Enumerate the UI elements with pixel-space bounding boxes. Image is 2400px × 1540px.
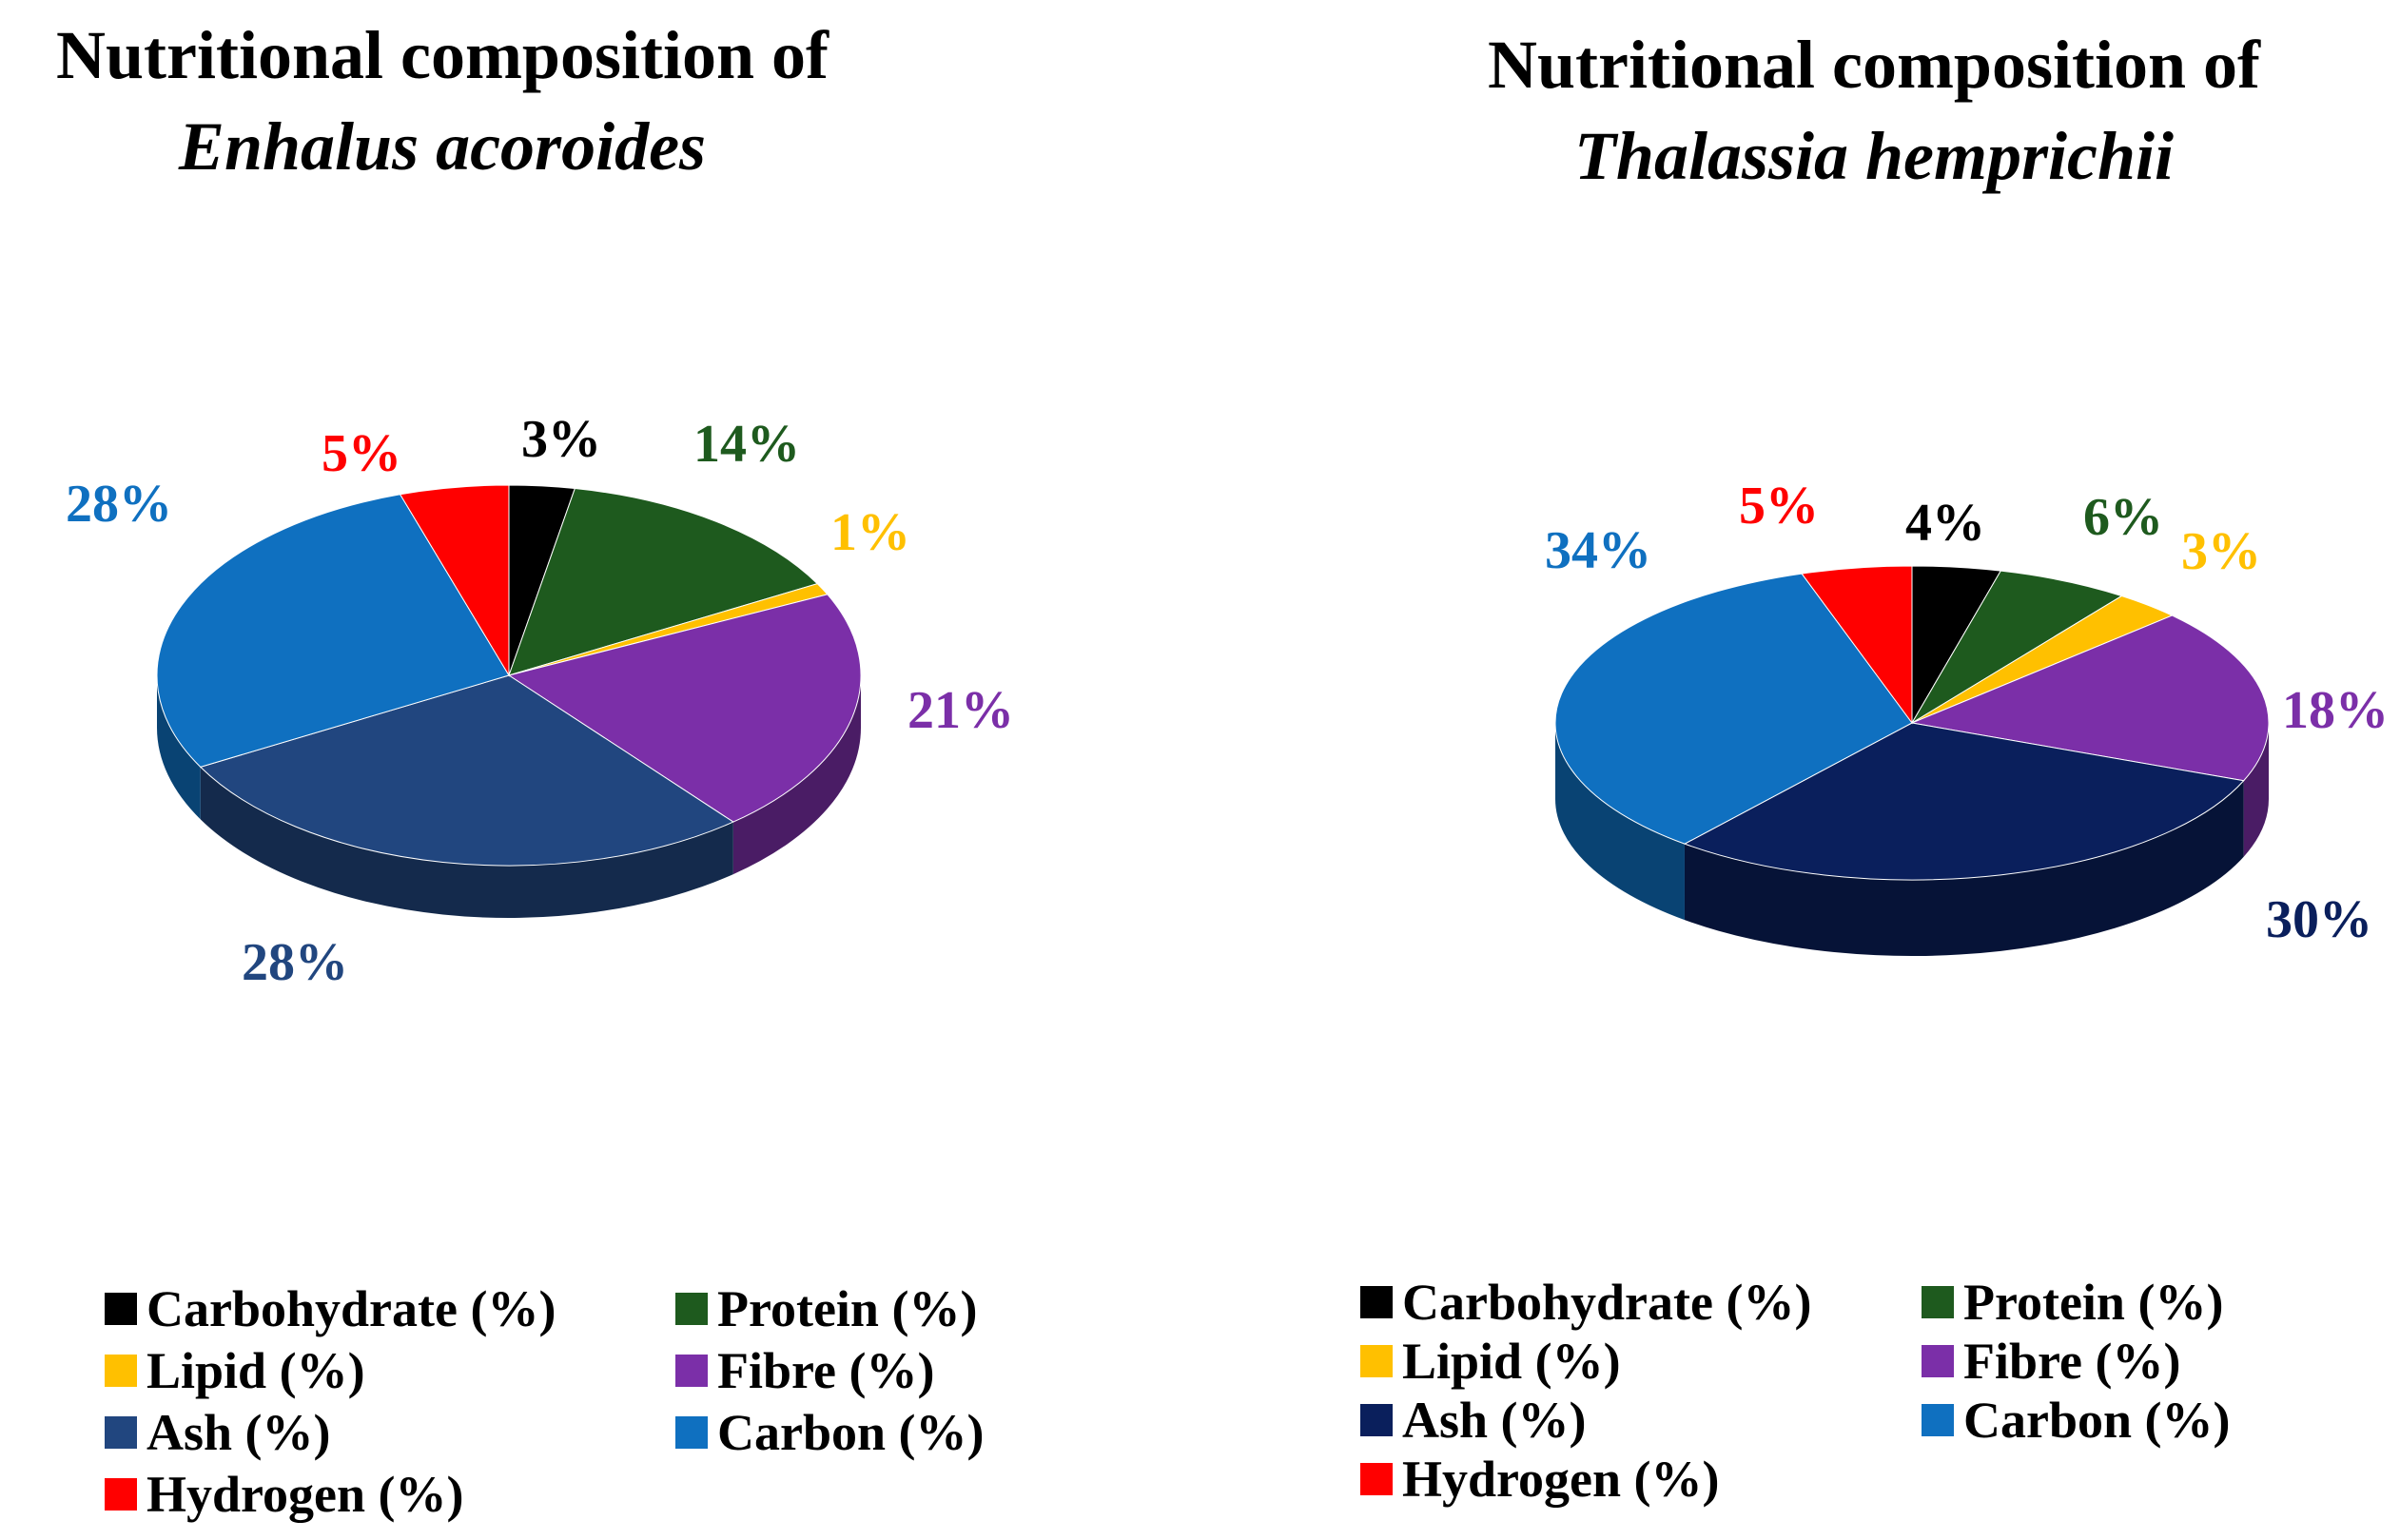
legend-item-1-1: Carbohydrate (%) [105, 1279, 556, 1338]
chart-title-thalassia: Nutritional composition of Thalassia hem… [1417, 19, 2331, 202]
data-label-2-6: 34% [1545, 521, 1651, 580]
legend-label: Hydrogen (%) [146, 1466, 464, 1523]
legend-swatch [1360, 1345, 1393, 1377]
legend-label: Ash (%) [1402, 1392, 1587, 1449]
legend-item-1-3: Lipid (%) [105, 1341, 365, 1400]
legend-item-1-4: Fibre (%) [675, 1341, 934, 1400]
slice-2-2 [1911, 570, 2123, 724]
data-label-2-1: 4% [1905, 494, 1985, 553]
data-label-2-7: 5% [1739, 477, 1819, 536]
species-name: Thalassia hemprichii [1573, 118, 2175, 194]
data-label-2-3: 3% [2181, 522, 2261, 581]
legend-label: Carbohydrate (%) [146, 1280, 556, 1337]
legend-swatch [1922, 1345, 1954, 1377]
slice-1-6 [156, 494, 510, 768]
legend-swatch [1360, 1404, 1393, 1436]
legend-swatch [105, 1416, 137, 1449]
legend-item-1-6: Carbon (%) [675, 1403, 985, 1462]
title-text: Nutritional composition of [55, 17, 829, 93]
legend-swatch [675, 1293, 708, 1325]
legend-label: Protein (%) [1963, 1274, 2224, 1331]
legend-swatch [1360, 1463, 1393, 1495]
data-label-2-5: 30% [2266, 890, 2372, 949]
data-label-1-6: 28% [66, 475, 172, 534]
slice-side-2-5 [1684, 780, 2244, 956]
slice-side-2-4 [2243, 723, 2269, 857]
slice-side-1-5 [200, 767, 733, 919]
legend-swatch [105, 1478, 137, 1511]
slice-side-1-6 [157, 675, 201, 820]
slice-1-2 [508, 488, 819, 676]
chart-title-enhalus: Nutritional composition of Enhalus acoro… [0, 10, 885, 192]
legend-label: Carbohydrate (%) [1402, 1274, 1812, 1331]
legend-item-2-2: Protein (%) [1922, 1273, 2223, 1332]
legend-swatch [1922, 1286, 1954, 1318]
slice-2-4 [1910, 614, 2270, 782]
legend-label: Carbon (%) [1963, 1392, 2231, 1449]
legend-swatch [105, 1293, 137, 1325]
slice-1-4 [507, 594, 862, 823]
legend-item-2-5: Ash (%) [1360, 1391, 1587, 1450]
legend-item-2-7: Hydrogen (%) [1360, 1450, 1720, 1509]
pie-chart-1: 3% 14% 1% 21% 28% 28% 5% [66, 410, 1014, 992]
legend-label: Carbon (%) [717, 1404, 985, 1461]
legend-label: Hydrogen (%) [1402, 1451, 1720, 1508]
legend-label: Ash (%) [146, 1404, 331, 1461]
slice-2-7 [1801, 565, 1913, 725]
legend-swatch [1360, 1286, 1393, 1318]
legend-swatch [1922, 1404, 1954, 1436]
data-label-1-4: 21% [907, 681, 1014, 740]
legend-item-1-5: Ash (%) [105, 1403, 331, 1462]
legend-swatch [675, 1355, 708, 1387]
legend-item-2-6: Carbon (%) [1922, 1391, 2231, 1450]
legend-item-1-7: Hydrogen (%) [105, 1465, 464, 1524]
data-label-1-7: 5% [322, 424, 401, 483]
slice-side-1-4 [732, 675, 861, 875]
slice-side-2-6 [1555, 723, 1685, 921]
legend-swatch [105, 1355, 137, 1387]
data-label-2-2: 6% [2083, 488, 2163, 547]
data-label-1-5: 28% [242, 933, 348, 992]
legend-label: Fibre (%) [717, 1342, 935, 1399]
data-label-1-2: 14% [693, 415, 800, 474]
data-label-2-4: 18% [2282, 681, 2389, 740]
slice-2-5 [1683, 722, 2245, 881]
data-label-1-1: 3% [521, 410, 601, 469]
legend-label: Fibre (%) [1963, 1333, 2181, 1390]
legend-swatch [675, 1416, 708, 1449]
slice-2-6 [1554, 573, 1913, 845]
data-label-1-3: 1% [830, 503, 910, 562]
legend-item-2-1: Carbohydrate (%) [1360, 1273, 1811, 1332]
legend-label: Lipid (%) [146, 1342, 365, 1399]
pie-chart-2: 4% 6% 3% 18% 30% 34% 5% [1545, 477, 2389, 956]
legend-item-1-2: Protein (%) [675, 1279, 977, 1338]
title-text: Nutritional composition of [1487, 27, 2260, 103]
legend-item-2-3: Lipid (%) [1360, 1332, 1621, 1391]
legend-label: Lipid (%) [1402, 1333, 1621, 1390]
legend-label: Protein (%) [717, 1280, 978, 1337]
slice-1-5 [199, 674, 734, 867]
slice-1-7 [399, 484, 510, 677]
legend-item-2-4: Fibre (%) [1922, 1332, 2180, 1391]
species-name: Enhalus acoroides [178, 108, 707, 185]
